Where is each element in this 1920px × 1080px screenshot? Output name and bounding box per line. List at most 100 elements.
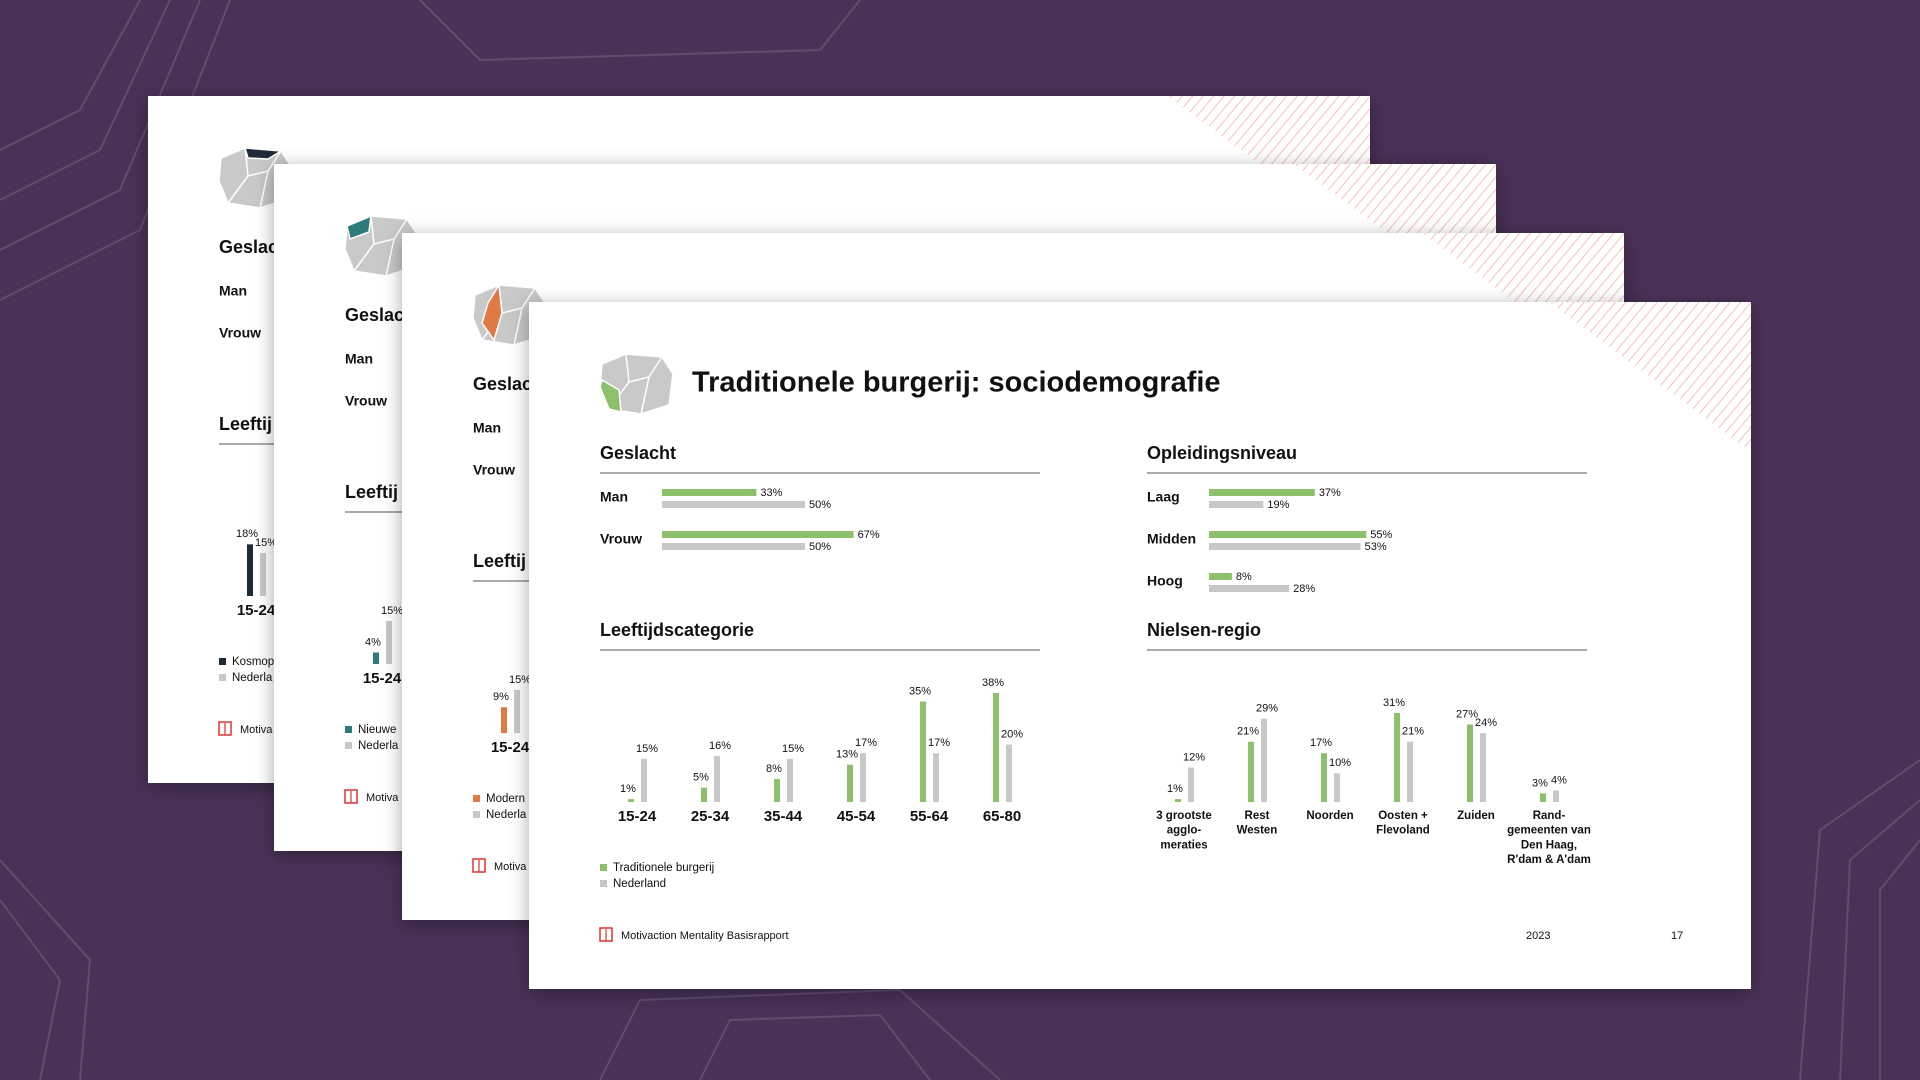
category-label: Oosten + bbox=[1378, 810, 1428, 822]
category-label: 35-44 bbox=[764, 808, 803, 825]
category-label: meraties bbox=[1160, 839, 1207, 851]
slide-canvas: Traditionele burgerij: sociodemografie Ge… bbox=[599, 302, 1751, 942]
bar bbox=[993, 692, 999, 802]
row-label: Vrouw bbox=[219, 325, 261, 341]
bar bbox=[847, 764, 853, 802]
footer-text: Motiva bbox=[240, 724, 273, 736]
value-label: 50% bbox=[809, 541, 831, 553]
legend-swatch bbox=[345, 726, 352, 733]
value-label: 15% bbox=[381, 605, 403, 617]
bar bbox=[1248, 741, 1254, 802]
value-label: 19% bbox=[1267, 499, 1289, 511]
corner-hatch bbox=[1549, 302, 1751, 452]
value-label: 67% bbox=[858, 529, 880, 541]
bar bbox=[662, 489, 757, 496]
value-label: 12% bbox=[1183, 751, 1205, 763]
category-label: 55-64 bbox=[910, 808, 949, 825]
legend-swatch bbox=[473, 811, 480, 818]
legend-swatch bbox=[473, 795, 480, 802]
value-label: 17% bbox=[1310, 737, 1332, 749]
value-label: 50% bbox=[809, 499, 831, 511]
footer-year: 2023 bbox=[1526, 930, 1550, 942]
section-title: Geslac bbox=[219, 237, 278, 257]
footer-text: Motiva bbox=[366, 792, 399, 804]
value-label: 29% bbox=[1256, 703, 1278, 715]
value-label: 15% bbox=[782, 743, 804, 755]
icon-facet bbox=[481, 282, 503, 342]
bar bbox=[373, 652, 379, 664]
category-label: Den Haag, bbox=[1521, 839, 1577, 851]
value-label: 16% bbox=[709, 740, 731, 752]
category-label: gemeenten van bbox=[1507, 825, 1591, 837]
category-label: 65-80 bbox=[983, 808, 1021, 825]
bar bbox=[662, 501, 805, 508]
section-title: Geslac bbox=[473, 374, 532, 394]
category-label: Rest bbox=[1245, 810, 1270, 822]
section-title: Opleidingsniveau bbox=[1147, 443, 1297, 463]
value-label: 9% bbox=[493, 691, 509, 703]
category-label: agglo- bbox=[1167, 825, 1202, 837]
bar bbox=[386, 620, 392, 664]
category-label: Westen bbox=[1237, 825, 1278, 837]
legend-swatch bbox=[600, 880, 607, 887]
value-label: 24% bbox=[1475, 717, 1497, 729]
bar bbox=[1188, 767, 1194, 802]
bar bbox=[260, 552, 266, 596]
value-label: 1% bbox=[1167, 783, 1183, 795]
section-title: Leeftij bbox=[219, 414, 272, 434]
category-label: R'dam & A'dam bbox=[1507, 854, 1591, 866]
legend-swatch bbox=[219, 674, 226, 681]
value-label: 13% bbox=[836, 749, 858, 761]
value-label: 37% bbox=[1319, 487, 1341, 499]
value-label: 8% bbox=[766, 763, 782, 775]
category-label: 15-24 bbox=[618, 808, 657, 825]
legend-swatch bbox=[345, 742, 352, 749]
bar bbox=[774, 779, 780, 802]
bar bbox=[1209, 531, 1367, 538]
icon-facets bbox=[385, 238, 395, 277]
value-label: 15% bbox=[636, 743, 658, 755]
value-label: 8% bbox=[1236, 571, 1252, 583]
bar bbox=[1209, 543, 1361, 550]
category-label: Flevoland bbox=[1376, 825, 1430, 837]
value-label: 53% bbox=[1365, 541, 1387, 553]
value-label: 21% bbox=[1237, 726, 1259, 738]
row-label: Man bbox=[600, 489, 628, 505]
bar bbox=[1209, 501, 1264, 508]
bar bbox=[1209, 573, 1232, 580]
row-label: Man bbox=[473, 420, 501, 436]
bar bbox=[1209, 489, 1315, 496]
category-label: 3 grootste bbox=[1156, 810, 1212, 822]
section-title: Nielsen-regio bbox=[1147, 620, 1261, 640]
icon-facet bbox=[346, 214, 372, 240]
bar bbox=[662, 543, 805, 550]
bar bbox=[1175, 799, 1181, 802]
footer-text: Motiva bbox=[494, 861, 527, 873]
value-label: 38% bbox=[982, 677, 1004, 689]
slide: Traditionele burgerij: sociodemografie Ge… bbox=[529, 302, 1751, 989]
bar bbox=[920, 701, 926, 802]
bar bbox=[1209, 585, 1290, 592]
section-title: Geslac bbox=[345, 305, 404, 325]
row-label: Vrouw bbox=[473, 462, 515, 478]
bar bbox=[1321, 753, 1327, 802]
row-label: Vrouw bbox=[345, 393, 387, 409]
legend-label: Modern bbox=[486, 793, 525, 805]
icon-facets bbox=[513, 307, 523, 346]
value-label: 35% bbox=[909, 685, 931, 697]
bar bbox=[1407, 741, 1413, 802]
bar bbox=[933, 753, 939, 802]
value-label: 5% bbox=[693, 772, 709, 784]
value-label: 17% bbox=[928, 737, 950, 749]
icon-facets bbox=[259, 170, 269, 209]
bar bbox=[1540, 793, 1546, 802]
bar bbox=[662, 531, 854, 538]
row-label: Vrouw bbox=[600, 531, 642, 547]
value-label: 55% bbox=[1370, 529, 1392, 541]
category-label: 15-24 bbox=[491, 739, 530, 756]
bar bbox=[787, 758, 793, 802]
bar bbox=[860, 753, 866, 802]
value-label: 20% bbox=[1001, 729, 1023, 741]
